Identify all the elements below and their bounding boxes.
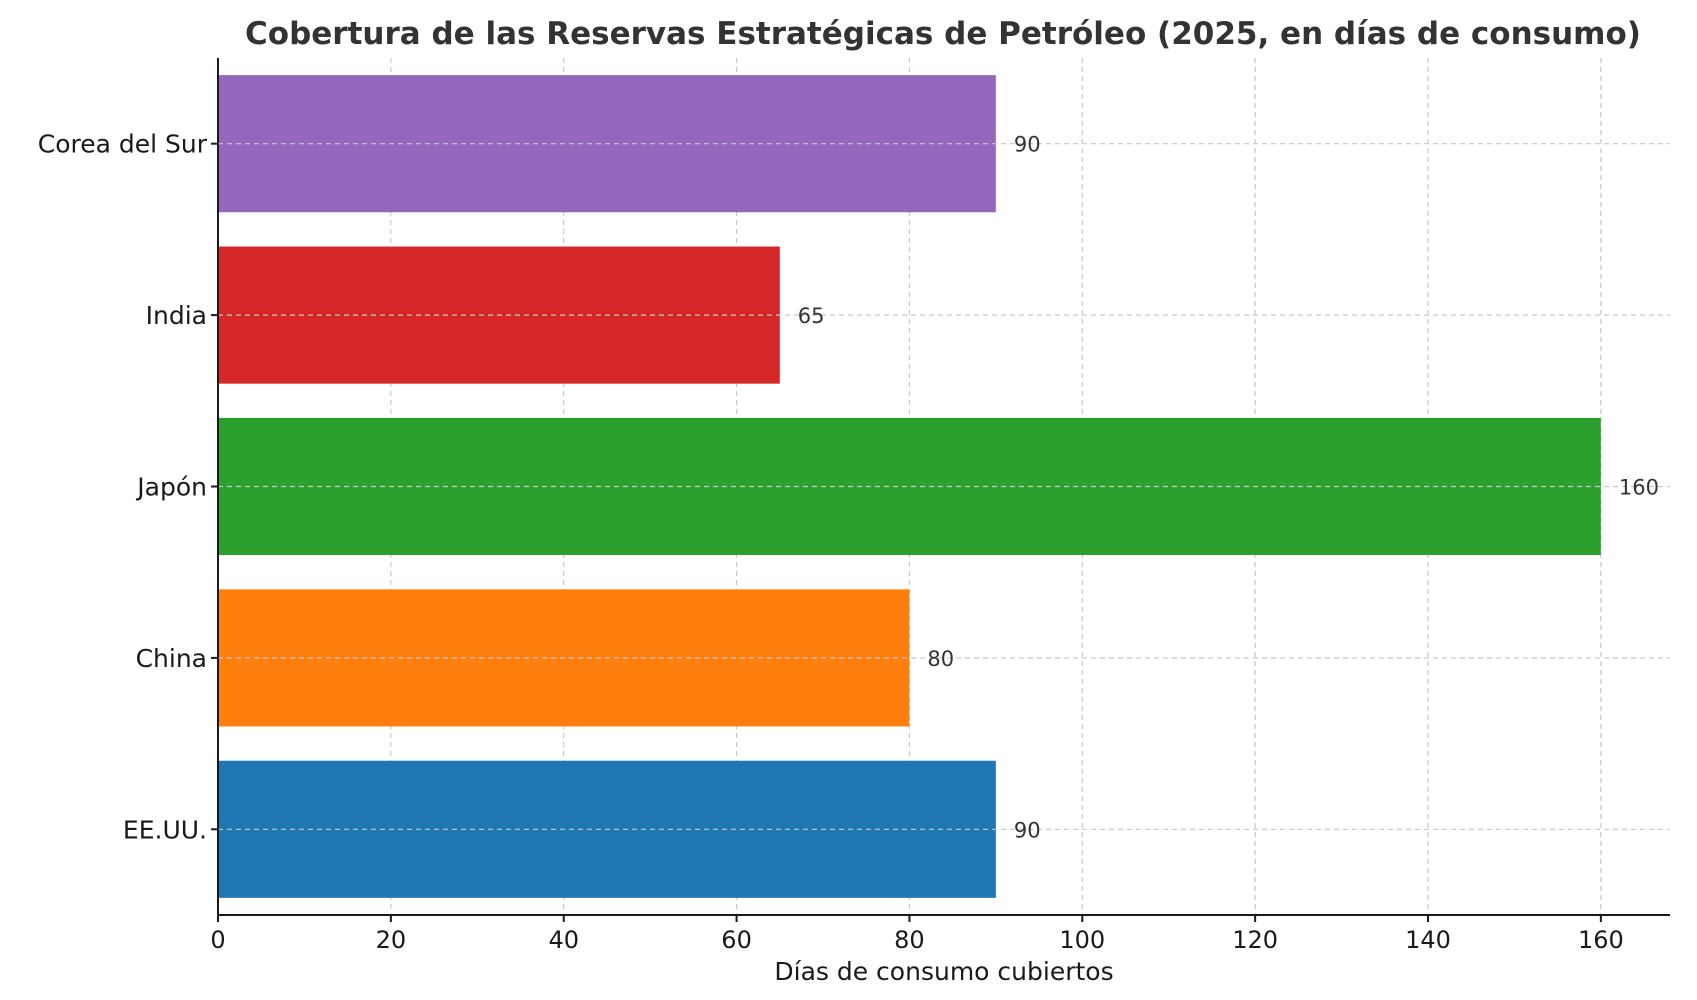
category-label: EE.UU. (123, 815, 207, 844)
data-label: 80 (927, 647, 954, 671)
x-tick-label: 160 (1578, 926, 1624, 954)
category-label: China (136, 644, 207, 673)
x-tick-label: 140 (1405, 926, 1451, 954)
category-label: Japón (135, 473, 207, 502)
axes-layer (211, 58, 1670, 922)
x-tick-labels: 0 20 40 60 80 100 120 140 160 (210, 926, 1623, 954)
data-label: 90 (1014, 818, 1041, 842)
x-tick-label: 20 (376, 926, 407, 954)
category-label: India (146, 301, 207, 330)
chart-title: Cobertura de las Reservas Estratégicas d… (245, 16, 1641, 52)
data-label: 90 (1014, 133, 1041, 157)
x-tick-label: 100 (1059, 926, 1105, 954)
horizontal-grid-layer (218, 143, 1670, 830)
x-tick-label: 60 (721, 926, 752, 954)
data-label: 160 (1619, 476, 1659, 500)
x-tick-label: 80 (894, 926, 925, 954)
data-labels: 90 80 160 65 90 (798, 133, 1659, 843)
x-tick-label: 0 (210, 926, 225, 954)
x-tick-label: 40 (548, 926, 579, 954)
category-label: Corea del Sur (38, 130, 208, 159)
category-labels: EE.UU. China Japón India Corea del Sur (38, 130, 208, 845)
x-axis-label: Días de consumo cubiertos (774, 957, 1113, 986)
data-label: 65 (798, 304, 825, 328)
x-tick-label: 120 (1232, 926, 1278, 954)
